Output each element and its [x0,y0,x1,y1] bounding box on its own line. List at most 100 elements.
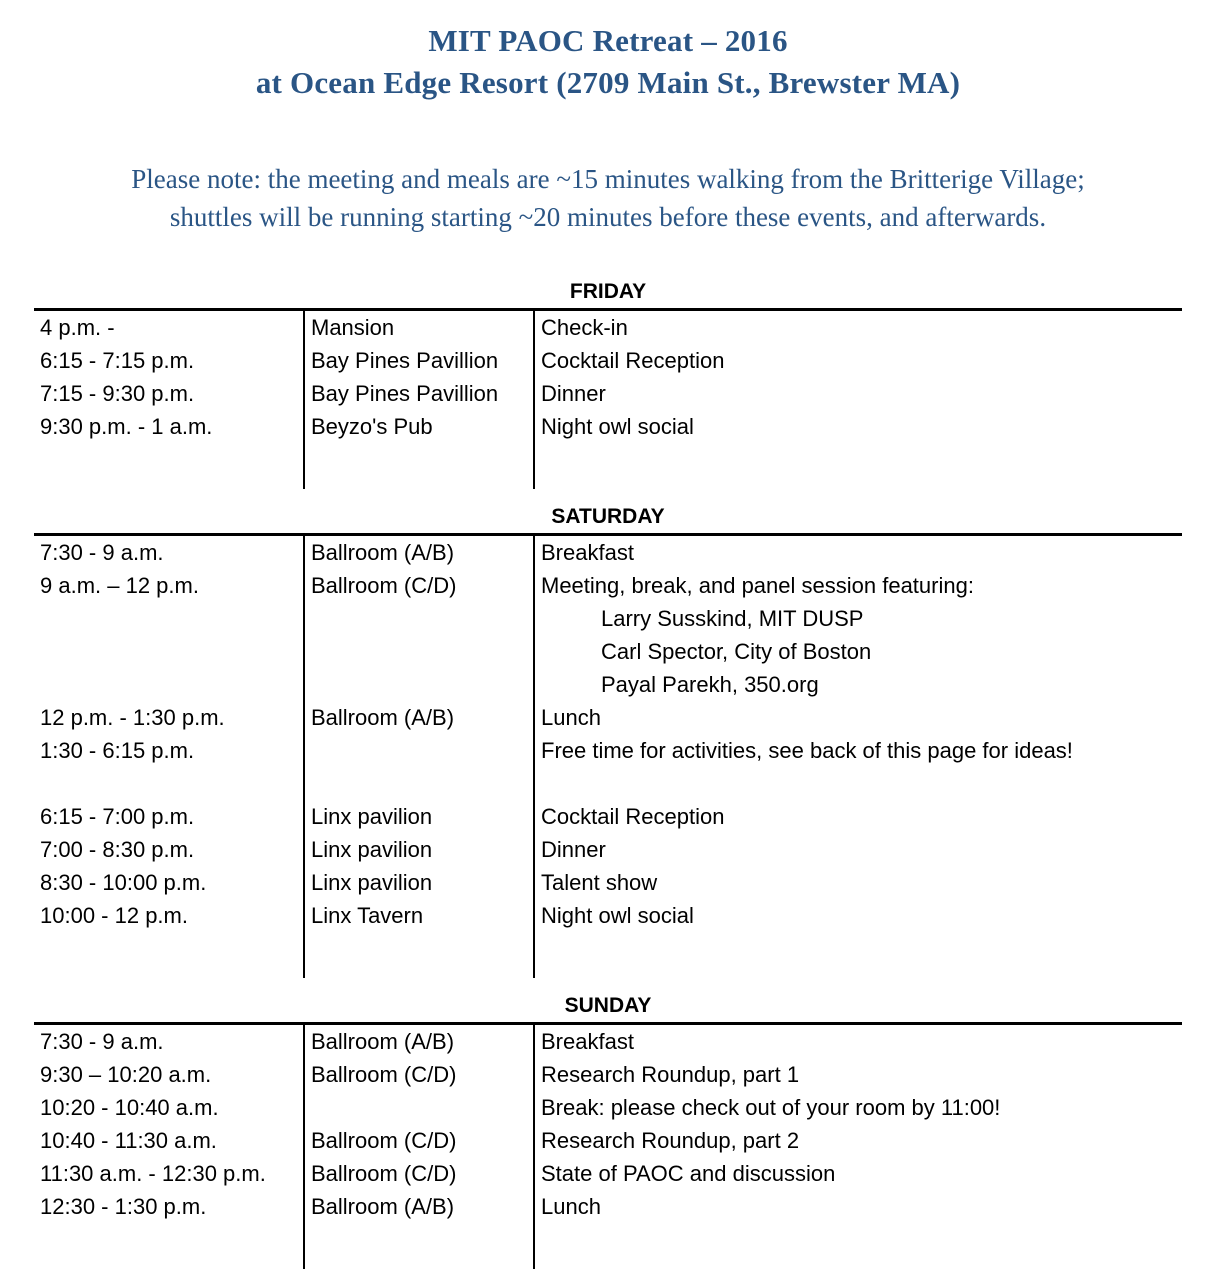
schedule-time: 8:30 - 10:00 p.m. [40,870,207,895]
schedule-row: 4 p.m. - Mansion Check-in [34,311,1182,344]
document-header: MIT PAOC Retreat – 2016 at Ocean Edge Re… [0,0,1216,104]
schedule-event: Meeting, break, and panel session featur… [541,573,974,598]
schedule-event: Lunch [541,705,601,730]
schedule-event: Dinner [541,381,606,406]
schedule-location: Ballroom (A/B) [311,1029,455,1054]
shuttle-note: Please note: the meeting and meals are ~… [0,160,1216,236]
schedule-event: Check-in [541,315,628,340]
day-block: SATURDAY 7:30 - 9 a.m. Ballroom (A/B) Break… [34,505,1182,978]
schedule-event: Cocktail Reception [541,804,725,829]
schedule-time: 11:30 a.m. - 12:30 p.m. [40,1161,266,1186]
day-rows-tail [34,443,1182,489]
day-gap [0,978,1216,994]
schedule-event: Talent show [541,870,658,895]
shuttle-note-line-2: shuttles will be running starting ~20 mi… [169,202,1047,232]
schedule-row: 12:30 - 1:30 p.m. Ballroom (A/B) Lunch [34,1190,1182,1223]
schedule-row: 1:30 - 6:15 p.m. Free time for activities… [34,734,1182,767]
day-rows: 7:30 - 9 a.m. Ballroom (A/B) Breakfast 9:30… [34,1025,1182,1269]
schedule-row: Larry Susskind, MIT DUSP [34,602,1182,635]
column-divider-time-location [303,311,305,489]
schedule-row: 11:30 a.m. - 12:30 p.m. Ballroom (C/D) Sta… [34,1157,1182,1190]
day-top-rule [34,308,1182,311]
schedule-row: 9 a.m. – 12 p.m. Ballroom (C/D) Meeting, b… [34,569,1182,602]
day-rows: 4 p.m. - Mansion Check-in 6:15 - 7:15 p.m. B… [34,311,1182,489]
day-top-rule [34,1022,1182,1025]
schedule-row: 7:15 - 9:30 p.m. Bay Pines Pavillion Dinne… [34,377,1182,410]
page-title-line-1: MIT PAOC Retreat – 2016 [428,23,788,58]
schedule-event: Night owl social [541,414,694,439]
day-block: FRIDAY 4 p.m. - Mansion Check-in 6:15 - 7:15… [34,280,1182,489]
schedule-location: Ballroom (C/D) [311,1062,457,1087]
shuttle-note-line-1: Please note: the meeting and meals are ~… [131,164,1085,194]
schedule-time: 7:15 - 9:30 p.m. [40,381,195,406]
schedule-row: 12 p.m. - 1:30 p.m. Ballroom (A/B) Lunch [34,701,1182,734]
schedule-row: 10:00 - 12 p.m. Linx Tavern Night owl soci… [34,899,1182,932]
schedule-event: Lunch [541,1194,601,1219]
schedule-time: 7:30 - 9 a.m. [40,1029,164,1054]
schedule-event: Cocktail Reception [541,348,725,373]
schedule-event: State of PAOC and discussion [541,1161,836,1186]
schedule-time: 12:30 - 1:30 p.m. [40,1194,207,1219]
schedule-location: Linx pavilion [311,804,433,829]
schedule-time: 9:30 – 10:20 a.m. [40,1062,212,1087]
schedule-location: Linx pavilion [311,870,433,895]
column-divider-time-location [303,1025,305,1269]
schedule-row: 6:15 - 7:15 p.m. Bay Pines Pavillion Cockt… [34,344,1182,377]
schedule-time: 10:40 - 11:30 a.m. [40,1128,217,1153]
schedule-event: Night owl social [541,903,694,928]
schedule-event: Breakfast [541,540,634,565]
day-top-rule [34,533,1182,536]
schedule-row [34,767,1182,800]
schedule-row: 6:15 - 7:00 p.m. Linx pavilion Cocktail Re… [34,800,1182,833]
schedule-location: Ballroom (A/B) [311,540,455,565]
schedule-event: Break: please check out of your room by … [541,1095,1001,1120]
schedule-location: Mansion [311,315,395,340]
schedule-row: 10:40 - 11:30 a.m. Ballroom (C/D) Research… [34,1124,1182,1157]
schedule-time: 7:30 - 9 a.m. [40,540,164,565]
day-heading: SATURDAY [551,505,665,528]
column-divider-location-event [533,536,535,978]
schedule-location: Ballroom (A/B) [311,1194,455,1219]
schedule-time: 12 p.m. - 1:30 p.m. [40,705,225,730]
column-divider-location-event [533,311,535,489]
schedule-location: Ballroom (C/D) [311,1161,457,1186]
schedule-time: 6:15 - 7:00 p.m. [40,804,195,829]
schedule-location: Linx Tavern [311,903,424,928]
schedule-location: Ballroom (C/D) [311,573,457,598]
schedule-event: Dinner [541,837,606,862]
schedule-time: 10:20 - 10:40 a.m. [40,1095,219,1120]
retreat-schedule: FRIDAY 4 p.m. - Mansion Check-in 6:15 - 7:15… [0,280,1216,1269]
schedule-time: 4 p.m. - [40,315,115,340]
schedule-location: Bay Pines Pavillion [311,348,499,373]
schedule-time: 10:00 - 12 p.m. [40,903,188,928]
schedule-event-speaker: Larry Susskind, MIT DUSP [601,606,864,631]
schedule-row: Payal Parekh, 350.org [34,668,1182,701]
day-heading: FRIDAY [569,280,647,303]
day-block: SUNDAY 7:30 - 9 a.m. Ballroom (A/B) Breakfa… [34,994,1182,1269]
day-rows: 7:30 - 9 a.m. Ballroom (A/B) Breakfast 9 a.… [34,536,1182,978]
schedule-location: Ballroom (A/B) [311,705,455,730]
schedule-event-speaker: Carl Spector, City of Boston [601,639,872,664]
schedule-time: 9:30 p.m. - 1 a.m. [40,414,213,439]
schedule-time: 6:15 - 7:15 p.m. [40,348,195,373]
page-title-line-2: at Ocean Edge Resort (2709 Main St., Bre… [255,65,961,100]
column-divider-time-location [303,536,305,978]
column-divider-location-event [533,1025,535,1269]
schedule-event-speaker: Payal Parekh, 350.org [601,672,819,697]
schedule-location: Beyzo's Pub [311,414,433,439]
schedule-time: 9 a.m. – 12 p.m. [40,573,199,598]
schedule-event: Breakfast [541,1029,634,1054]
schedule-event: Research Roundup, part 1 [541,1062,800,1087]
schedule-event: Research Roundup, part 2 [541,1128,800,1153]
schedule-location: Bay Pines Pavillion [311,381,499,406]
day-heading: SUNDAY [564,994,652,1017]
schedule-location: Linx pavilion [311,837,433,862]
schedule-row: 10:20 - 10:40 a.m. Break: please check ou… [34,1091,1182,1124]
day-rows-tail [34,1223,1182,1269]
schedule-location: Ballroom (C/D) [311,1128,457,1153]
schedule-event: Free time for activities, see back of th… [541,738,1073,763]
schedule-row: 7:30 - 9 a.m. Ballroom (A/B) Breakfast [34,1025,1182,1058]
schedule-row: Carl Spector, City of Boston [34,635,1182,668]
schedule-row: 7:00 - 8:30 p.m. Linx pavilion Dinner [34,833,1182,866]
schedule-time: 7:00 - 8:30 p.m. [40,837,195,862]
